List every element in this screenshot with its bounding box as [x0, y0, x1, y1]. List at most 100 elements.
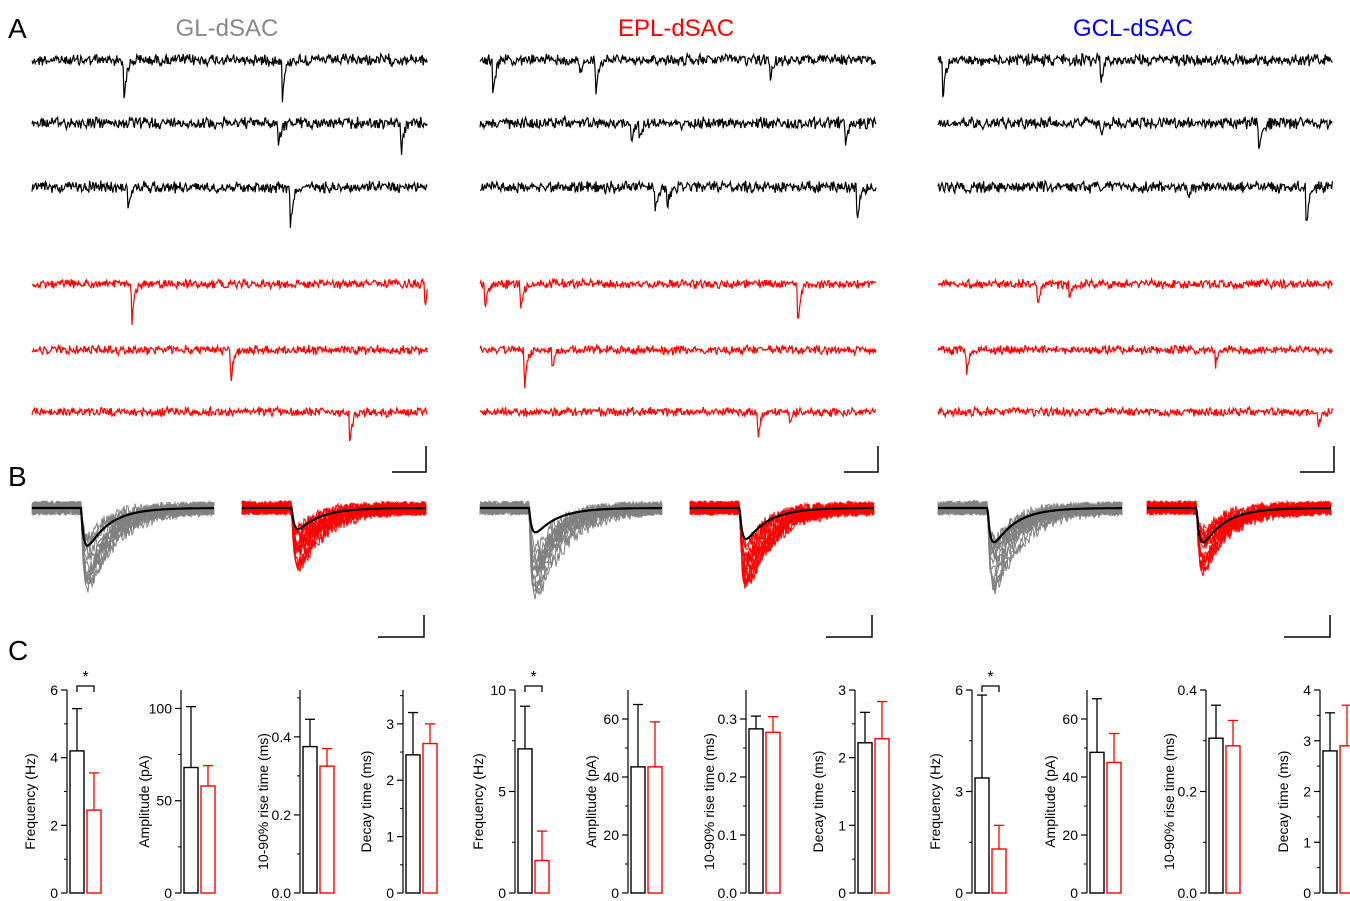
significance-marker: * — [82, 669, 88, 686]
control-trace — [479, 114, 877, 146]
y-tick-label: 1 — [838, 817, 846, 833]
column-title-gcl: GCL-dSAC — [1073, 15, 1193, 42]
y-tick-label: 3 — [838, 682, 846, 698]
control-trace — [31, 179, 428, 228]
control-bar — [630, 766, 646, 894]
y-tick-label: 40 — [1062, 769, 1078, 785]
bar-chart-2: 0 50 100 Amplitude (pA) — [136, 690, 216, 901]
treated-bar — [647, 766, 663, 894]
y-tick-label: 0.1 — [718, 827, 738, 843]
panel-label-a: A — [8, 13, 27, 44]
bar-chart-8: 0 1 2 3 Decay time (ms) — [810, 682, 890, 901]
y-axis-label: Frequency (Hz) — [470, 753, 486, 849]
panel-a-traces — [31, 51, 1335, 473]
bar-chart-6: 0 20 40 60 Amplitude (pA) — [583, 690, 663, 901]
y-axis-label: 10-90% rise time (ms) — [1161, 733, 1177, 870]
event-overlay-trace — [31, 500, 215, 576]
event-overlay-trace — [1146, 499, 1332, 545]
treated-bar — [765, 731, 781, 894]
y-tick-label: 2 — [838, 750, 846, 766]
y-tick-label: 0 — [838, 885, 846, 901]
y-tick-label: 100 — [149, 700, 173, 716]
y-tick-label: 0 — [955, 885, 963, 901]
column-title-gl: GL-dSAC — [176, 15, 279, 42]
treated-trace — [31, 343, 428, 382]
treated-bar — [874, 738, 890, 894]
significance-marker: * — [987, 669, 993, 686]
scale-bar — [1284, 615, 1331, 638]
average-event-trace — [480, 506, 662, 534]
treated-bar — [319, 765, 335, 894]
control-bar — [517, 748, 533, 894]
y-tick-label: 10 — [490, 682, 506, 698]
y-tick-label: 0.4 — [272, 729, 292, 745]
bar-chart-7: 0.0 0.1 0.2 0.310-90% rise time (ms) — [701, 690, 781, 901]
treated-bar — [991, 848, 1007, 894]
y-axis-label: Decay time (ms) — [358, 751, 374, 853]
treated-bar — [200, 785, 216, 894]
scale-bar — [1300, 446, 1335, 473]
control-trace — [937, 116, 1333, 149]
control-bar — [302, 745, 318, 894]
y-tick-label: 1 — [386, 829, 394, 845]
control-bar — [183, 766, 199, 894]
significance-bracket — [524, 685, 543, 692]
average-event-trace — [242, 506, 426, 531]
treated-trace — [479, 277, 877, 320]
event-overlay-trace — [1146, 500, 1332, 564]
treated-bar — [1339, 745, 1350, 894]
treated-bar — [86, 809, 102, 894]
scale-bar — [392, 446, 427, 473]
control-trace — [31, 115, 428, 155]
y-tick-label: 60 — [1062, 711, 1078, 727]
bar-chart-10: 0 20 40 60 Amplitude (pA) — [1042, 690, 1122, 901]
bar-chart-9: 0 3 6 Frequency (Hz) * — [927, 669, 1007, 901]
y-tick-label: 6 — [955, 682, 963, 698]
control-bar — [69, 750, 85, 894]
control-bar — [974, 777, 990, 894]
scale-bar — [378, 615, 425, 638]
y-tick-label: 0 — [1303, 885, 1311, 901]
control-trace — [31, 51, 428, 103]
treated-trace — [937, 276, 1333, 304]
control-bar — [1089, 751, 1105, 894]
y-tick-label: 0.3 — [718, 711, 738, 727]
control-bar — [1208, 737, 1224, 894]
y-tick-label: 2 — [50, 817, 58, 833]
average-event-trace — [938, 506, 1122, 544]
significance-bracket — [981, 685, 1000, 692]
event-overlay-trace — [479, 500, 663, 600]
treated-bar — [422, 742, 438, 894]
treated-trace — [32, 277, 428, 326]
treated-trace — [937, 343, 1333, 376]
y-tick-label: 2 — [1303, 784, 1311, 800]
y-tick-label: 20 — [603, 827, 619, 843]
y-tick-label: 4 — [50, 750, 58, 766]
y-tick-label: 0.0 — [272, 885, 292, 901]
panel-label-c: C — [8, 635, 28, 666]
y-tick-label: 0.4 — [1178, 682, 1198, 698]
control-bar — [1322, 750, 1338, 894]
scale-bar — [826, 615, 873, 638]
y-tick-label: 0.2 — [718, 769, 738, 785]
treated-trace — [31, 404, 428, 442]
y-tick-label: 0.2 — [272, 807, 292, 823]
treated-bar — [1106, 761, 1122, 894]
y-tick-label: 60 — [603, 711, 619, 727]
y-axis-label: Frequency (Hz) — [22, 753, 38, 849]
control-bar — [405, 754, 421, 894]
y-axis-label: 10-90% rise time (ms) — [255, 733, 271, 870]
bar-chart-1: 0 2 4 6 Frequency (Hz) * — [22, 669, 102, 901]
event-overlay-trace — [689, 501, 875, 585]
bar-chart-5: 0 5 10 Frequency (Hz) * — [470, 669, 550, 901]
average-event-trace — [690, 506, 874, 541]
y-tick-label: 2 — [386, 772, 394, 788]
event-overlay-trace — [689, 501, 875, 564]
average-event-trace — [1147, 506, 1331, 544]
column-title-epl: EPL-dSAC — [618, 15, 734, 42]
y-tick-label: 0.0 — [1178, 885, 1198, 901]
y-axis-label: Frequency (Hz) — [927, 753, 943, 849]
treated-bar — [534, 859, 550, 894]
panel-b-averaged-events — [31, 499, 1332, 638]
